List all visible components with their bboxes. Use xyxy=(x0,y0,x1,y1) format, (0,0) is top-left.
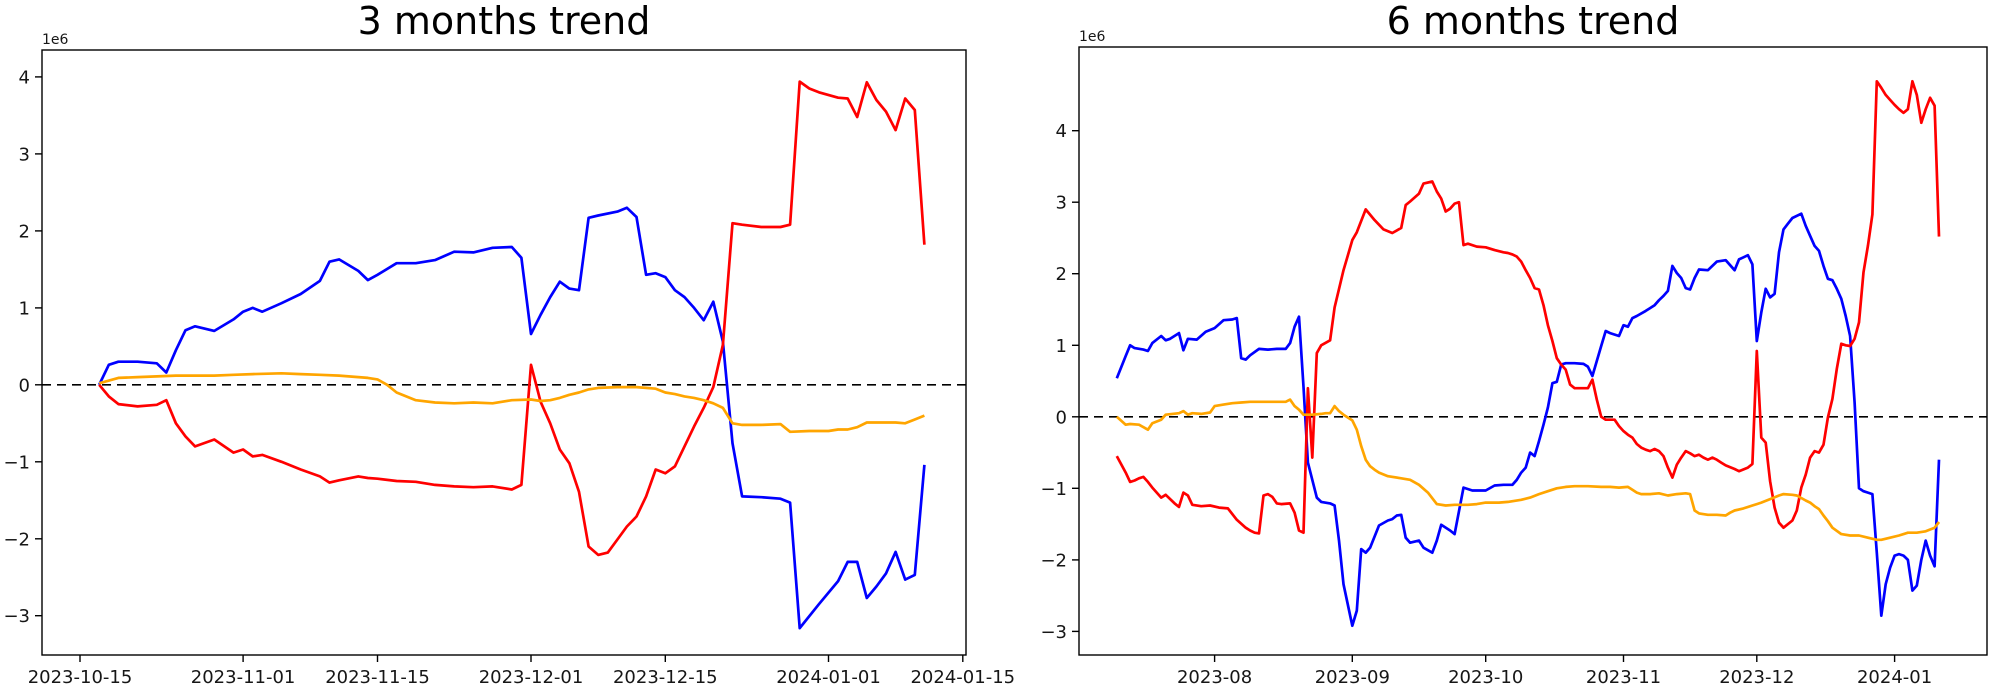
y-tick-label: −1 xyxy=(3,452,30,473)
axes-frame xyxy=(41,49,967,656)
line-series-blue xyxy=(97,206,926,630)
x-tick-label: 2024-01-15 xyxy=(910,667,1015,688)
line-series-orange xyxy=(1115,398,1941,542)
y-tick-label: 1 xyxy=(19,298,30,319)
chart-title-3-months: 3 months trend xyxy=(358,0,651,43)
x-tick-label: 2023-10-15 xyxy=(28,667,133,688)
y-tick-label: 4 xyxy=(19,67,30,88)
y-tick-label: 3 xyxy=(19,144,30,165)
y-tick-label: −2 xyxy=(1040,550,1067,571)
y-tick-label: 3 xyxy=(1056,193,1067,214)
line-series-blue xyxy=(1115,212,1941,628)
x-tick-label: 2023-12-01 xyxy=(479,667,584,688)
y-tick-label: 1 xyxy=(1056,336,1067,357)
line-series-red xyxy=(98,80,926,557)
y-tick-label: 2 xyxy=(19,221,30,242)
y-tick-label: 2 xyxy=(1056,264,1067,285)
line-series-red xyxy=(1115,79,1941,535)
x-tick-label: 2024-01 xyxy=(1857,667,1932,688)
x-tick-label: 2023-11 xyxy=(1586,667,1661,688)
x-tick-label: 2023-11-01 xyxy=(191,667,296,688)
y-tick-label: −3 xyxy=(1040,622,1067,643)
x-tick-label: 2023-11-15 xyxy=(325,667,430,688)
x-tick-label: 2023-08 xyxy=(1177,667,1252,688)
y-tick-label: 0 xyxy=(19,375,30,396)
axes-6-months-trend: 2023-08 2023-09 2023-10 2023-11 2023-12 2024-… xyxy=(1040,46,1988,688)
x-tick-label: 2023-12-15 xyxy=(613,667,718,688)
y-tick-label: 0 xyxy=(1056,407,1067,428)
x-tick-label: 2023-10 xyxy=(1448,667,1523,688)
line-series-orange xyxy=(98,371,925,434)
axes-frame xyxy=(1078,46,1988,656)
x-tick-label: 2023-12 xyxy=(1719,667,1794,688)
y-tick-label: −1 xyxy=(1040,479,1067,500)
y-axis-offset-label-right: 1e6 xyxy=(1079,29,1106,45)
y-tick-label: −3 xyxy=(3,606,30,627)
y-tick-label: −2 xyxy=(3,529,30,550)
chart-title-6-months: 6 months trend xyxy=(1387,0,1680,43)
x-tick-label: 2024-01-01 xyxy=(776,667,881,688)
y-axis-offset-label-left: 1e6 xyxy=(42,32,69,48)
x-tick-label: 2023-09 xyxy=(1315,667,1390,688)
y-tick-label: 4 xyxy=(1056,121,1067,142)
axes-3-months-trend: 2023-10-15 2023-11-01 2023-11-15 2023-12-01… xyxy=(3,49,1015,688)
